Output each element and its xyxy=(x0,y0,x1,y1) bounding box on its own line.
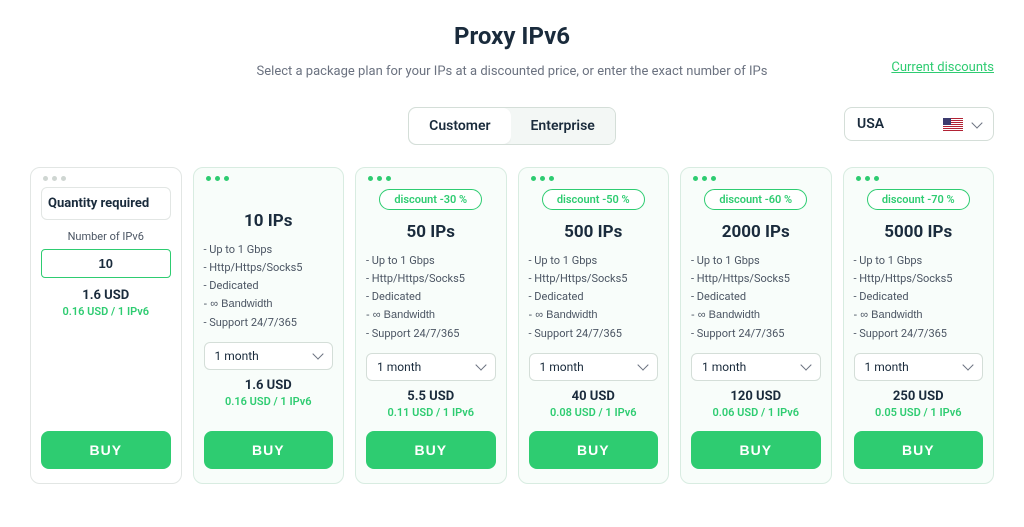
feature-line: - Http/Https/Socks5 xyxy=(366,270,496,288)
plan-title: 5000 IPs xyxy=(854,222,984,242)
plan-price-main: 1.6 USD xyxy=(204,378,334,393)
plan-price-sub: 0.06 USD / 1 IPv6 xyxy=(691,406,821,419)
plan-price-sub: 0.08 USD / 1 IPv6 xyxy=(529,406,659,419)
custom-price-main: 1.6 USD xyxy=(41,288,171,303)
buy-button[interactable]: BUY xyxy=(204,431,334,469)
feature-line: - Support 24/7/365 xyxy=(204,314,334,332)
chevron-down-icon xyxy=(800,360,811,371)
plan-title: 50 IPs xyxy=(366,222,496,242)
chevron-down-icon xyxy=(637,360,648,371)
plan-price-main: 5.5 USD xyxy=(366,389,496,404)
window-dots-icon xyxy=(529,176,659,181)
feature-line: - Dedicated xyxy=(204,277,334,295)
feature-line: - ∞ Bandwidth xyxy=(529,306,659,324)
duration-label: 1 month xyxy=(865,360,909,374)
feature-line: - Support 24/7/365 xyxy=(366,325,496,343)
feature-line: - Up to 1 Gbps xyxy=(529,252,659,270)
buy-button[interactable]: BUY xyxy=(854,431,984,469)
feature-line: - Support 24/7/365 xyxy=(691,325,821,343)
plan-title: 2000 IPs xyxy=(691,222,821,242)
duration-label: 1 month xyxy=(702,360,746,374)
buy-button[interactable]: BUY xyxy=(41,431,171,469)
buy-button[interactable]: BUY xyxy=(691,431,821,469)
chevron-down-icon xyxy=(962,360,973,371)
duration-label: 1 month xyxy=(540,360,584,374)
discount-badge: discount -70 % xyxy=(867,189,970,210)
window-dots-icon xyxy=(854,176,984,181)
window-dots-icon xyxy=(41,176,171,181)
feature-line: - ∞ Bandwidth xyxy=(204,295,334,313)
quantity-field-label: Number of IPv6 xyxy=(41,230,171,243)
page-title: Proxy IPv6 xyxy=(30,22,994,50)
feature-line: - ∞ Bandwidth xyxy=(854,306,984,324)
plan-features: - Up to 1 Gbps - Http/Https/Socks5 - Ded… xyxy=(204,241,334,332)
custom-price-sub: 0.16 USD / 1 IPv6 xyxy=(41,305,171,318)
plan-title: 10 IPs xyxy=(204,211,334,231)
feature-line: - Support 24/7/365 xyxy=(529,325,659,343)
duration-select[interactable]: 1 month xyxy=(691,353,821,381)
card-plan-10: 10 IPs - Up to 1 Gbps - Http/Https/Socks… xyxy=(193,167,345,484)
duration-select[interactable]: 1 month xyxy=(529,353,659,381)
card-plan-5000: discount -70 % 5000 IPs - Up to 1 Gbps -… xyxy=(843,167,995,484)
feature-line: - Dedicated xyxy=(691,288,821,306)
feature-line: - Dedicated xyxy=(366,288,496,306)
feature-line: - Http/Https/Socks5 xyxy=(854,270,984,288)
buy-button[interactable]: BUY xyxy=(366,431,496,469)
feature-line: - Up to 1 Gbps xyxy=(366,252,496,270)
card-plan-2000: discount -60 % 2000 IPs - Up to 1 Gbps -… xyxy=(680,167,832,484)
current-discounts-link[interactable]: Current discounts xyxy=(891,60,994,75)
window-dots-icon xyxy=(204,176,334,181)
feature-line: - Up to 1 Gbps xyxy=(691,252,821,270)
plan-price-sub: 0.16 USD / 1 IPv6 xyxy=(204,395,334,408)
feature-line: - Http/Https/Socks5 xyxy=(529,270,659,288)
quantity-input[interactable] xyxy=(41,249,171,278)
plan-features: - Up to 1 Gbps - Http/Https/Socks5 - Ded… xyxy=(529,252,659,343)
feature-line: - Dedicated xyxy=(529,288,659,306)
page-subtitle: Select a package plan for your IPs at a … xyxy=(257,64,768,79)
duration-label: 1 month xyxy=(377,360,421,374)
duration-label: 1 month xyxy=(215,349,259,363)
discount-badge: discount -30 % xyxy=(379,189,482,210)
duration-select[interactable]: 1 month xyxy=(366,353,496,381)
duration-select[interactable]: 1 month xyxy=(204,342,334,370)
plan-price-main: 40 USD xyxy=(529,389,659,404)
buy-button[interactable]: BUY xyxy=(529,431,659,469)
plan-features: - Up to 1 Gbps - Http/Https/Socks5 - Ded… xyxy=(854,252,984,343)
card-plan-50: discount -30 % 50 IPs - Up to 1 Gbps - H… xyxy=(355,167,507,484)
discount-badge: discount -60 % xyxy=(704,189,807,210)
plan-features: - Up to 1 Gbps - Http/Https/Socks5 - Ded… xyxy=(691,252,821,343)
feature-line: - Http/Https/Socks5 xyxy=(204,259,334,277)
chevron-down-icon xyxy=(971,117,982,128)
window-dots-icon xyxy=(366,176,496,181)
card-custom-quantity: Quantity required Number of IPv6 1.6 USD… xyxy=(30,167,182,484)
plan-price-sub: 0.11 USD / 1 IPv6 xyxy=(366,406,496,419)
card-plan-500: discount -50 % 500 IPs - Up to 1 Gbps - … xyxy=(518,167,670,484)
plan-price-main: 250 USD xyxy=(854,389,984,404)
feature-line: - Http/Https/Socks5 xyxy=(691,270,821,288)
duration-select[interactable]: 1 month xyxy=(854,353,984,381)
chevron-down-icon xyxy=(312,349,323,360)
feature-line: - Up to 1 Gbps xyxy=(204,241,334,259)
usa-flag-icon xyxy=(943,118,963,131)
feature-line: - Dedicated xyxy=(854,288,984,306)
discount-badge: discount -50 % xyxy=(542,189,645,210)
feature-line: - ∞ Bandwidth xyxy=(691,306,821,324)
country-selected-label: USA xyxy=(857,116,884,132)
custom-card-title: Quantity required xyxy=(41,187,171,220)
tab-customer[interactable]: Customer xyxy=(409,108,510,144)
feature-line: - ∞ Bandwidth xyxy=(366,306,496,324)
window-dots-icon xyxy=(691,176,821,181)
feature-line: - Support 24/7/365 xyxy=(854,325,984,343)
plan-cards: Quantity required Number of IPv6 1.6 USD… xyxy=(30,167,994,484)
plan-price-main: 120 USD xyxy=(691,389,821,404)
plan-features: - Up to 1 Gbps - Http/Https/Socks5 - Ded… xyxy=(366,252,496,343)
chevron-down-icon xyxy=(475,360,486,371)
plan-price-sub: 0.05 USD / 1 IPv6 xyxy=(854,406,984,419)
tab-enterprise[interactable]: Enterprise xyxy=(511,108,615,144)
plan-type-tabs: Customer Enterprise xyxy=(408,107,616,145)
plan-title: 500 IPs xyxy=(529,222,659,242)
feature-line: - Up to 1 Gbps xyxy=(854,252,984,270)
country-select[interactable]: USA xyxy=(844,107,994,141)
